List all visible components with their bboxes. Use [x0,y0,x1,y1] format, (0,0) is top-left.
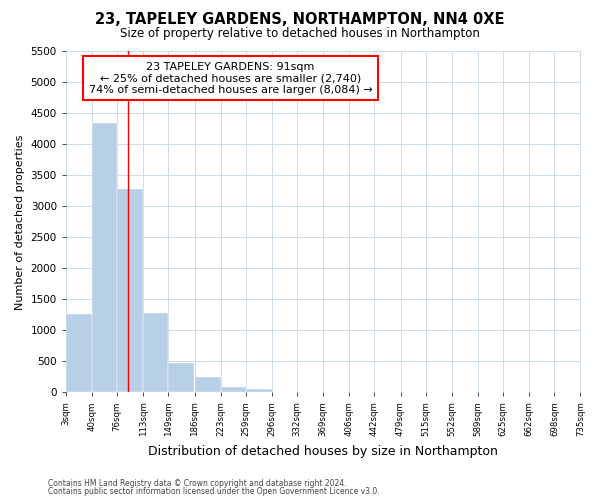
Bar [194,378,221,392]
X-axis label: Distribution of detached houses by size in Northampton: Distribution of detached houses by size … [148,444,498,458]
Text: 23 TAPELEY GARDENS: 91sqm
← 25% of detached houses are smaller (2,740)
74% of se: 23 TAPELEY GARDENS: 91sqm ← 25% of detac… [89,62,373,95]
Bar [143,313,169,392]
Bar [117,189,143,392]
Bar [92,124,117,392]
Y-axis label: Number of detached properties: Number of detached properties [15,134,25,310]
Text: Contains public sector information licensed under the Open Government Licence v3: Contains public sector information licen… [48,487,380,496]
Bar [221,386,246,392]
Text: 23, TAPELEY GARDENS, NORTHAMPTON, NN4 0XE: 23, TAPELEY GARDENS, NORTHAMPTON, NN4 0X… [95,12,505,28]
Text: Size of property relative to detached houses in Northampton: Size of property relative to detached ho… [120,28,480,40]
Bar [66,314,92,392]
Text: Contains HM Land Registry data © Crown copyright and database right 2024.: Contains HM Land Registry data © Crown c… [48,478,347,488]
Bar [246,388,272,392]
Bar [169,362,194,392]
